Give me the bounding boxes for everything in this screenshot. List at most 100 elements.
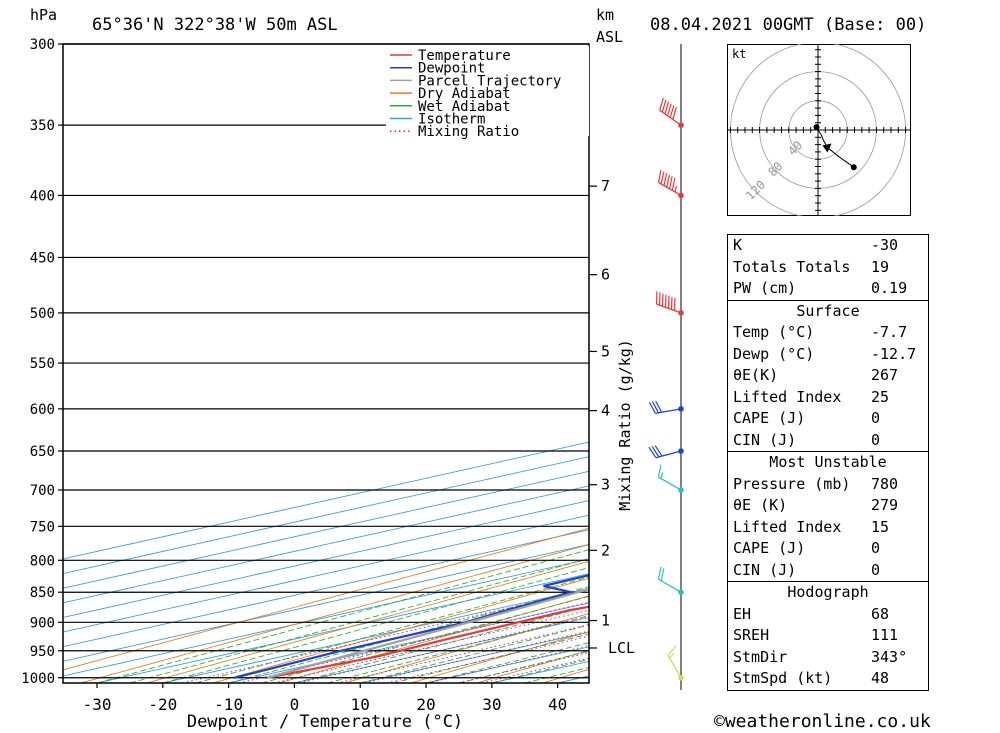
pressure-tick-label: 800 — [30, 553, 55, 569]
index-row: StmSpd (kt) 48 — [728, 668, 928, 690]
km-tick-label: 1 — [601, 612, 610, 630]
wind-barb — [657, 464, 684, 493]
mixing-ratio-line — [427, 645, 589, 683]
dry-adiabat-line — [80, 544, 589, 683]
pressure-tick-label: 950 — [30, 644, 55, 660]
pressure-tick-label: 1000 — [21, 671, 55, 687]
series-dewpoint — [234, 574, 589, 679]
mixing-ratio-axis-label: Mixing Ratio (g/kg) — [616, 339, 634, 511]
index-row: Lifted Index 15 — [728, 517, 928, 539]
index-value: 279 — [871, 496, 899, 514]
index-value: 343° — [871, 647, 908, 666]
pressure-tick-label: 450 — [30, 250, 55, 266]
legend-entry: Isotherm — [418, 112, 485, 128]
pressure-tick-label: 650 — [30, 444, 55, 460]
index-value: 19 — [871, 257, 890, 276]
index-row: CIN (J) 0 — [728, 560, 928, 582]
index-row: θE(K) 267 — [728, 365, 928, 387]
temperature-tick-label: -10 — [214, 695, 243, 714]
temperature-tick-label: -30 — [83, 695, 112, 714]
km-tick-label: 2 — [601, 541, 610, 559]
index-row: K -30 — [728, 235, 928, 257]
footer-site: ©weatheronline.co.uk — [714, 711, 931, 732]
index-row: EH 68 — [728, 604, 928, 626]
dry-adiabat-line — [212, 577, 589, 683]
index-row: Pressure (mb) 780 — [728, 474, 928, 496]
index-label: Lifted Index — [733, 387, 842, 406]
dry-adiabat-line — [63, 527, 589, 671]
index-label: CAPE (J) — [733, 539, 806, 557]
temperature-tick-label: 30 — [482, 695, 501, 714]
mixing-ratio-line — [386, 635, 589, 683]
index-value: 267 — [871, 366, 899, 384]
wet-adiabat-line — [195, 576, 589, 683]
index-label: Pressure (mb) — [733, 474, 851, 493]
most-unstable-section: Most Unstable Pressure (mb) 780 θE (K) 279 Li… — [728, 451, 928, 581]
index-row: Totals Totals 19 — [728, 257, 928, 279]
indices-table: K -30 Totals Totals 19 PW (cm) 0.19 Surface Te… — [727, 234, 929, 691]
index-row: PW (cm) 0.19 — [728, 278, 928, 300]
hodograph-params-section: Hodograph EH 68 SREH 111 StmDir 343° StmSpd (kt… — [728, 581, 928, 690]
wet-adiabat-line — [261, 595, 589, 683]
wet-adiabat-line — [327, 615, 589, 683]
legend-entry: Dry Adiabat — [418, 86, 511, 102]
km-tick-label: 5 — [601, 342, 610, 360]
isotherm-line — [63, 543, 589, 662]
hodograph-arrow-icon — [822, 143, 832, 153]
index-row: CAPE (J) 0 — [728, 408, 928, 430]
index-label: K — [733, 236, 743, 254]
pressure-tick-label: 350 — [30, 118, 55, 134]
index-value: -7.7 — [871, 323, 908, 341]
legend-entry: Wet Adiabat — [418, 99, 511, 115]
pressure-tick-label: 700 — [30, 483, 55, 499]
hodograph-trace — [816, 126, 855, 168]
pressure-tick-label: 550 — [30, 356, 55, 372]
surface-section: Surface Temp (°C) -7.7 Dewp (°C) -12.7 θE(K) 2… — [728, 299, 928, 452]
wind-barb — [659, 97, 684, 128]
hpa-label: hPa — [30, 6, 57, 24]
wind-barb — [655, 291, 684, 316]
temperature-tick-label: 0 — [290, 695, 300, 714]
wet-adiabat-line — [228, 586, 589, 683]
index-label: θE(K) — [733, 366, 779, 384]
index-label: StmSpd (kt) — [733, 669, 833, 687]
index-label: Totals Totals — [733, 257, 851, 276]
section-title: Hodograph — [787, 583, 869, 601]
wind-barb — [648, 445, 684, 459]
index-row: StmDir 343° — [728, 647, 928, 669]
index-label: EH — [733, 604, 752, 623]
index-value: 0 — [871, 539, 881, 557]
dry-adiabat-line — [146, 560, 589, 683]
wind-barb — [657, 566, 684, 596]
km-tick-label: LCL — [608, 639, 635, 657]
index-label: Temp (°C) — [733, 323, 815, 341]
index-row: Dewp (°C) -12.7 — [728, 344, 928, 366]
indices-top: K -30 Totals Totals 19 PW (cm) 0.19 — [728, 235, 928, 300]
temperature-tick-label: 20 — [416, 695, 435, 714]
index-row: CIN (J) 0 — [728, 430, 928, 452]
isotherm-line — [63, 470, 589, 589]
index-label: SREH — [733, 626, 770, 644]
index-label: CAPE (J) — [733, 409, 806, 427]
index-value: 0 — [871, 430, 881, 449]
isotherm-line — [63, 485, 589, 604]
asl-label: ASL — [596, 28, 623, 46]
dry-adiabat-line — [278, 595, 589, 683]
index-value: 0.19 — [871, 279, 908, 297]
index-value: 25 — [871, 387, 890, 406]
km-tick-label: 3 — [601, 476, 610, 494]
index-row: θE (K) 279 — [728, 495, 928, 517]
legend-entry: Mixing Ratio — [418, 124, 519, 140]
legend-entry: Temperature — [418, 48, 511, 64]
legend-entry: Parcel Trajectory — [418, 73, 561, 89]
section-title: Most Unstable — [769, 453, 887, 471]
index-label: CIN (J) — [733, 430, 797, 449]
index-row: Temp (°C) -7.7 — [728, 322, 928, 344]
index-row: CAPE (J) 0 — [728, 538, 928, 560]
legend-box — [386, 46, 589, 136]
isotherm-line — [63, 558, 589, 677]
index-value: 68 — [871, 604, 890, 623]
